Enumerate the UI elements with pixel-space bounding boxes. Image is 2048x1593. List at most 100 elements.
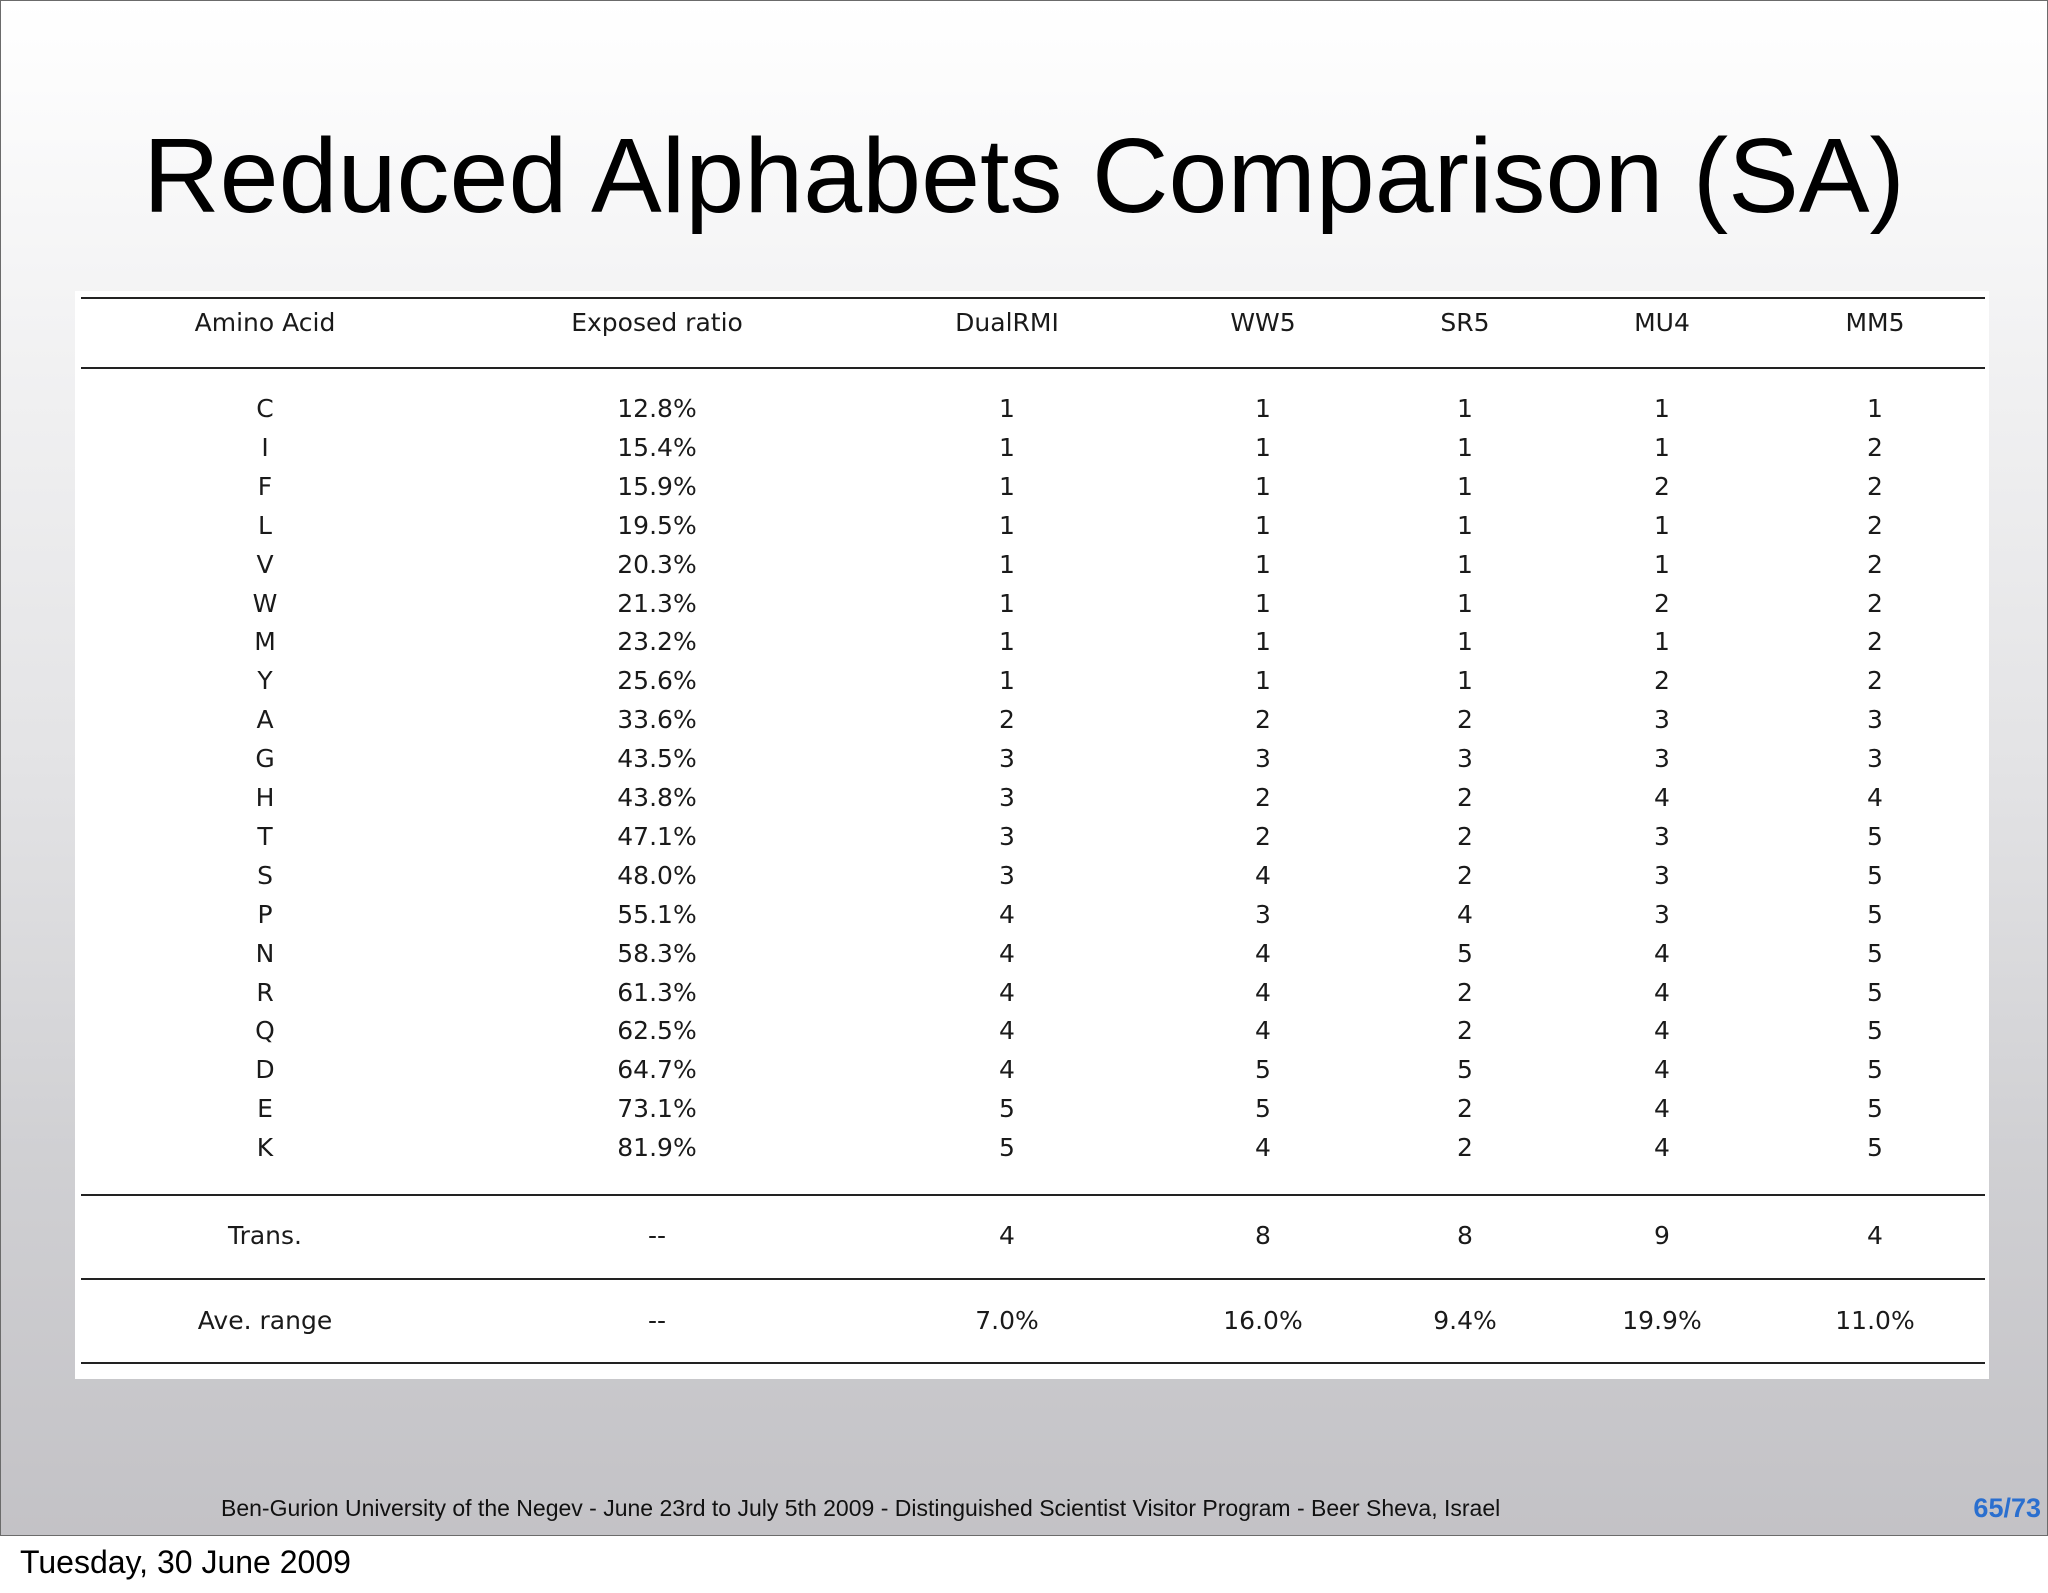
cell-mu4: 4	[1654, 1016, 1670, 1045]
cell-amino-acid: P	[257, 900, 273, 929]
table-rule-header	[81, 367, 1985, 369]
cell-amino-acid: N	[255, 939, 275, 968]
cell-mm5: 2	[1867, 627, 1883, 656]
cell-sr5: 5	[1457, 1055, 1473, 1084]
cell-mu4: 4	[1654, 1055, 1670, 1084]
cell-amino-acid: Y	[257, 666, 273, 695]
cell-mu4: 4	[1654, 978, 1670, 1007]
cell-mu4: 3	[1654, 861, 1670, 890]
cell-mm5: 5	[1867, 861, 1883, 890]
header-amino-acid: Amino Acid	[194, 308, 336, 337]
cell-mm5: 5	[1867, 1016, 1883, 1045]
cell-ww5: 4	[1255, 861, 1271, 890]
cell-amino-acid: F	[257, 472, 273, 501]
cell-exposed-ratio: 12.8%	[617, 394, 697, 423]
cell-sr5: 2	[1457, 783, 1473, 812]
cell-sr5: 1	[1457, 589, 1473, 618]
cell-mu4: 4	[1654, 1133, 1670, 1162]
cell-sr5: 2	[1457, 1133, 1473, 1162]
cell-sr5: 1	[1457, 550, 1473, 579]
cell-amino-acid: K	[256, 1133, 274, 1162]
header-ww5: WW5	[1230, 308, 1296, 337]
cell-mm5: 2	[1867, 511, 1883, 540]
cell-amino-acid: T	[257, 822, 273, 851]
cell-sr5: 1	[1457, 433, 1473, 462]
cell-dualrmi: 4	[999, 1055, 1015, 1084]
summary-cell-dualrmi: 4	[999, 1221, 1015, 1250]
header-mm5: MM5	[1845, 308, 1905, 337]
table-rule-summary	[81, 1278, 1985, 1280]
cell-ww5: 1	[1255, 433, 1271, 462]
cell-exposed-ratio: 81.9%	[617, 1133, 697, 1162]
summary-cell-mu4: 19.9%	[1622, 1306, 1702, 1335]
cell-sr5: 4	[1457, 900, 1473, 929]
summary-cell-amino-acid: Trans.	[227, 1221, 302, 1250]
cell-sr5: 2	[1457, 705, 1473, 734]
footer-text: Ben-Gurion University of the Negev - Jun…	[221, 1495, 1501, 1521]
cell-mm5: 3	[1867, 744, 1883, 773]
cell-sr5: 5	[1457, 939, 1473, 968]
cell-exposed-ratio: 20.3%	[617, 550, 697, 579]
cell-mu4: 2	[1654, 666, 1670, 695]
cell-dualrmi: 1	[999, 550, 1015, 579]
cell-dualrmi: 3	[999, 744, 1015, 773]
cell-sr5: 2	[1457, 1094, 1473, 1123]
cell-exposed-ratio: 25.6%	[617, 666, 697, 695]
cell-amino-acid: C	[256, 394, 274, 423]
cell-mm5: 5	[1867, 939, 1883, 968]
cell-sr5: 3	[1457, 744, 1473, 773]
cell-mu4: 3	[1654, 705, 1670, 734]
cell-sr5: 1	[1457, 394, 1473, 423]
cell-ww5: 1	[1255, 394, 1271, 423]
cell-mu4: 1	[1654, 627, 1670, 656]
date-stamp: Tuesday, 30 June 2009	[20, 1544, 351, 1580]
cell-dualrmi: 3	[999, 861, 1015, 890]
cell-ww5: 2	[1255, 783, 1271, 812]
cell-mu4: 1	[1654, 433, 1670, 462]
cell-dualrmi: 2	[999, 705, 1015, 734]
cell-amino-acid: I	[261, 433, 269, 462]
cell-ww5: 1	[1255, 589, 1271, 618]
cell-mm5: 5	[1867, 1133, 1883, 1162]
cell-amino-acid: D	[255, 1055, 275, 1084]
cell-mu4: 3	[1654, 744, 1670, 773]
cell-exposed-ratio: 62.5%	[617, 1016, 697, 1045]
cell-amino-acid: W	[252, 589, 278, 618]
cell-amino-acid: M	[254, 627, 276, 656]
cell-sr5: 1	[1457, 627, 1473, 656]
cell-ww5: 3	[1255, 900, 1271, 929]
cell-ww5: 1	[1255, 472, 1271, 501]
header-mu4: MU4	[1634, 308, 1690, 337]
cell-dualrmi: 5	[999, 1094, 1015, 1123]
cell-mm5: 4	[1867, 783, 1883, 812]
summary-cell-exposed-ratio: --	[647, 1306, 667, 1335]
summary-cell-sr5: 8	[1457, 1221, 1473, 1250]
cell-exposed-ratio: 43.8%	[617, 783, 697, 812]
cell-sr5: 1	[1457, 666, 1473, 695]
cell-amino-acid: R	[256, 978, 274, 1007]
cell-ww5: 3	[1255, 744, 1271, 773]
summary-cell-ww5: 16.0%	[1223, 1306, 1303, 1335]
cell-exposed-ratio: 61.3%	[617, 978, 697, 1007]
cell-mm5: 5	[1867, 978, 1883, 1007]
cell-mm5: 5	[1867, 1055, 1883, 1084]
cell-ww5: 4	[1255, 978, 1271, 1007]
summary-cell-dualrmi: 7.0%	[975, 1306, 1039, 1335]
summary-cell-ww5: 8	[1255, 1221, 1271, 1250]
cell-exposed-ratio: 73.1%	[617, 1094, 697, 1123]
summary-cell-mm5: 4	[1867, 1221, 1883, 1250]
cell-ww5: 4	[1255, 1016, 1271, 1045]
cell-amino-acid: L	[258, 511, 272, 540]
cell-mm5: 2	[1867, 589, 1883, 618]
cell-mm5: 5	[1867, 822, 1883, 851]
cell-amino-acid: S	[257, 861, 273, 890]
cell-exposed-ratio: 64.7%	[617, 1055, 697, 1084]
cell-dualrmi: 1	[999, 394, 1015, 423]
table-rule-bottom	[81, 1362, 1985, 1364]
summary-cell-mm5: 11.0%	[1835, 1306, 1915, 1335]
cell-mu4: 1	[1654, 394, 1670, 423]
table-rule-top	[81, 297, 1985, 299]
cell-ww5: 1	[1255, 666, 1271, 695]
summary-cell-mu4: 9	[1654, 1221, 1670, 1250]
cell-sr5: 1	[1457, 472, 1473, 501]
